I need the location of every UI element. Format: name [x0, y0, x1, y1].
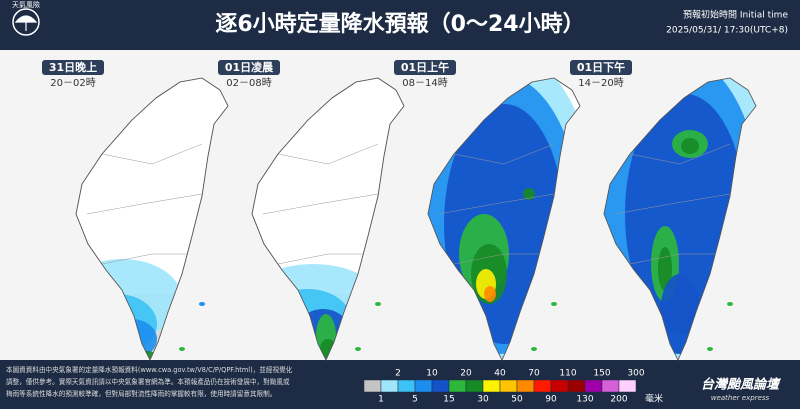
legend-swatch: [618, 379, 637, 393]
init-time: 2025/05/31/ 17:30(UTC+8): [666, 26, 788, 36]
panel-label-bg: [394, 60, 456, 75]
county-lines: [86, 143, 203, 265]
island: [531, 347, 537, 351]
island: [179, 347, 185, 351]
panel-label: 01日凌晨: [225, 60, 274, 74]
rain-area: [523, 188, 535, 200]
panel-label: 01日下午: [577, 60, 625, 74]
logo-umbrella: [14, 15, 38, 31]
legend-swatch: [516, 379, 535, 393]
legend-level: 10: [426, 369, 438, 379]
legend-swatch: [380, 379, 399, 393]
legend-swatch: [567, 379, 586, 393]
panel-label-bg: [42, 60, 104, 75]
disclaimer: 本圖資資料由中央氣象署的定量降水預報資料(www.cwa.gov.tw/V8/C…: [6, 365, 293, 374]
legend-level: 20: [460, 369, 472, 379]
legend-swatch: [414, 379, 433, 393]
init-label: 預報初始時間 Initial time: [683, 9, 788, 21]
logo-text: 天氣風險: [12, 0, 40, 9]
legend-swatch: [482, 379, 501, 393]
panel-label-bg: [570, 60, 632, 75]
panel-time: 14－20時: [578, 77, 623, 89]
panel-label: 01日上午: [401, 60, 449, 74]
panel-label: 31日晚上: [49, 60, 97, 74]
legend-swatch: [448, 379, 467, 393]
island: [375, 302, 381, 306]
legend-swatch: [499, 379, 518, 393]
island: [355, 347, 361, 351]
rain-area: [484, 286, 496, 302]
panel-time: 08－14時: [402, 77, 447, 89]
title: 逐6小時定量降水預報（0～24小時）: [215, 11, 584, 37]
island: [727, 302, 733, 306]
county-lines: [262, 143, 379, 265]
legend-level: 90: [545, 395, 557, 405]
legend-level: 2: [395, 369, 401, 379]
legend-level: 1: [378, 395, 384, 405]
legend-level: 130: [576, 395, 593, 405]
island: [199, 302, 205, 306]
legend-swatch: [584, 379, 603, 393]
legend-level: 300: [627, 369, 644, 379]
legend-swatch: [431, 379, 450, 393]
legend-swatch: [465, 379, 484, 393]
legend-level: 30: [477, 395, 489, 405]
legend-swatch: [397, 379, 416, 393]
legend-level: 150: [593, 369, 610, 379]
legend-level: 200: [610, 395, 627, 405]
rain-area: [658, 247, 672, 291]
legend-level: 50: [511, 395, 523, 405]
panel-time: 02－08時: [226, 77, 271, 89]
logo-icon: [12, 8, 40, 36]
disclaimer: 梅雨等系統性降水的預測較準確，但對局部對流性降雨的掌握較有限，使用時請留意其限制…: [6, 389, 276, 398]
legend-swatch: [601, 379, 620, 393]
panel-time: 20－02時: [50, 77, 95, 89]
legend-level: 5: [412, 395, 418, 405]
island: [707, 347, 713, 351]
county-lines: [614, 143, 731, 265]
brand: 台灣颱風論壇: [701, 377, 782, 393]
legend-level: 40: [494, 369, 506, 379]
brand-sub: weather express: [711, 394, 770, 402]
county-lines: [438, 143, 555, 265]
legend-level: 70: [528, 369, 540, 379]
legend-level: 15: [443, 395, 454, 405]
legend-swatch: [533, 379, 552, 393]
legend-level: 110: [559, 369, 576, 379]
rain-area: [681, 138, 699, 154]
disclaimer: 調整，僅供參考。實際天氣資訊請以中央氣象署官網為準。本預報產品仍在技術發展中，對…: [6, 377, 290, 386]
legend-swatch: [363, 379, 382, 393]
legend-unit: 毫米: [645, 393, 663, 405]
island: [551, 302, 557, 306]
legend-swatch: [550, 379, 569, 393]
panel-label-bg: [218, 60, 280, 75]
